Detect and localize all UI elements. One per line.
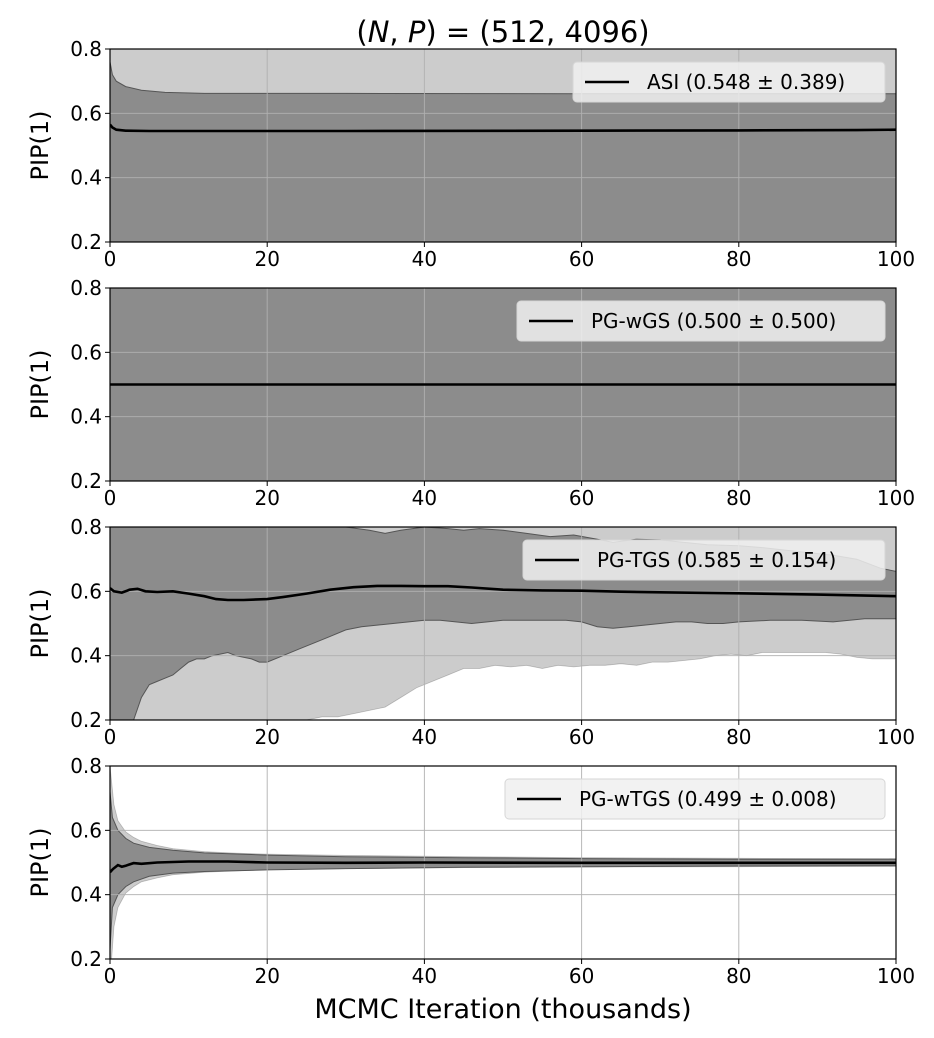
legend: PG-TGS (0.585 ± 0.154) <box>522 539 886 581</box>
x-tick-label: 60 <box>569 725 594 749</box>
inner-interval-band <box>110 791 896 950</box>
mean-line <box>110 123 896 133</box>
y-tick-label: 0.6 <box>70 818 102 842</box>
y-tick-label: 0.8 <box>70 37 102 61</box>
subplot-1: 0 20 40 60 80 100 0.2 0.4 0.6 0.8 PIP(1) ASI (0.548… <box>26 37 915 271</box>
x-axis-label: MCMC Iteration (thousands) <box>314 994 691 1025</box>
y-axis-label: PIP(1) <box>26 110 54 180</box>
legend: ASI (0.548 ± 0.389) <box>572 61 886 103</box>
x-tick-label: 60 <box>569 964 594 988</box>
x-tick-label: 80 <box>726 964 751 988</box>
figure-title: (N, P) = (512, 4096) <box>356 15 649 49</box>
legend: PG-wTGS (0.499 ± 0.008) <box>504 778 886 820</box>
x-tick-label: 0 <box>104 725 117 749</box>
x-tick-label: 0 <box>104 247 117 271</box>
x-tick-label: 40 <box>412 964 437 988</box>
x-tick-label: 100 <box>877 725 915 749</box>
plot-area <box>110 766 896 959</box>
y-tick-label: 0.6 <box>70 101 102 125</box>
legend-box <box>522 539 886 581</box>
x-tick-label: 20 <box>254 486 279 510</box>
legend-label: PG-TGS (0.585 ± 0.154) <box>597 548 836 572</box>
y-tick-label: 0.8 <box>70 515 102 539</box>
inner-interval-band <box>110 61 896 242</box>
legend-box <box>504 778 886 820</box>
x-tick-label: 60 <box>569 486 594 510</box>
x-tick-label: 40 <box>412 247 437 271</box>
y-tick-label: 0.2 <box>70 230 102 254</box>
x-tick-label: 80 <box>726 247 751 271</box>
axes-frame <box>109 287 897 482</box>
y-tick-label: 0.6 <box>70 340 102 364</box>
x-tick-label: 40 <box>412 486 437 510</box>
legend-label: PG-wGS (0.500 ± 0.500) <box>591 309 836 333</box>
legend-box <box>572 61 886 103</box>
axes-frame <box>109 765 897 960</box>
x-tick-label: 80 <box>726 486 751 510</box>
x-tick-label: 20 <box>254 725 279 749</box>
legend-box <box>516 300 886 342</box>
y-tick-label: 0.4 <box>70 644 102 668</box>
y-tick-label: 0.2 <box>70 708 102 732</box>
subplot-2: 0 20 40 60 80 100 0.2 0.4 0.6 0.8 PIP(1) PG-wGS (0.… <box>26 276 915 510</box>
y-axis-label: PIP(1) <box>26 827 54 897</box>
y-tick-label: 0.8 <box>70 754 102 778</box>
y-tick-label: 0.2 <box>70 947 102 971</box>
x-tick-label: 40 <box>412 725 437 749</box>
y-tick-label: 0.2 <box>70 469 102 493</box>
x-tick-label: 20 <box>254 964 279 988</box>
subplot-3: 0 20 40 60 80 100 0.2 0.4 0.6 0.8 PIP(1) PG-TGS (0.… <box>26 515 915 749</box>
x-tick-label: 20 <box>254 247 279 271</box>
legend: PG-wGS (0.500 ± 0.500) <box>516 300 886 342</box>
y-tick-label: 0.4 <box>70 883 102 907</box>
legend-label: PG-wTGS (0.499 ± 0.008) <box>579 787 837 811</box>
y-tick-label: 0.6 <box>70 579 102 603</box>
x-tick-label: 100 <box>877 247 915 271</box>
y-tick-label: 0.8 <box>70 276 102 300</box>
legend-label: ASI (0.548 ± 0.389) <box>647 70 845 94</box>
x-tick-label: 100 <box>877 964 915 988</box>
x-tick-label: 0 <box>104 486 117 510</box>
mean-line <box>110 584 896 602</box>
x-tick-label: 60 <box>569 247 594 271</box>
y-axis-label: PIP(1) <box>26 349 54 419</box>
y-tick-label: 0.4 <box>70 405 102 429</box>
subplots: 0 20 40 60 80 100 0.2 0.4 0.6 0.8 PIP(1) ASI (0.548… <box>26 37 915 988</box>
y-axis-label: PIP(1) <box>26 588 54 658</box>
axes-frame <box>109 48 897 243</box>
x-tick-label: 80 <box>726 725 751 749</box>
y-tick-label: 0.4 <box>70 166 102 190</box>
x-tick-label: 0 <box>104 964 117 988</box>
axes-frame <box>109 526 897 721</box>
x-tick-label: 100 <box>877 486 915 510</box>
subplot-4: 0 20 40 60 80 100 0.2 0.4 0.6 0.8 PIP(1) PG-wTGS (0… <box>26 754 915 988</box>
mean-line <box>110 860 896 874</box>
